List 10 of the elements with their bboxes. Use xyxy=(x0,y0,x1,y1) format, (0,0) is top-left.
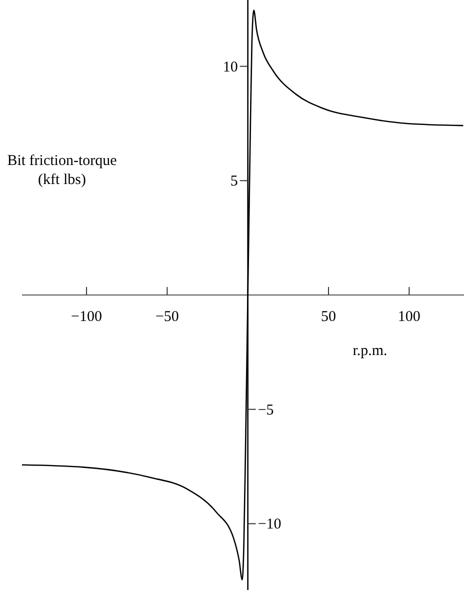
y-tick-label: 10 xyxy=(222,59,238,76)
x-tick-label: −50 xyxy=(155,309,179,325)
x-tick-label: 50 xyxy=(320,309,336,325)
y-tick-label: 5 xyxy=(230,174,238,190)
x-tick-label: 100 xyxy=(398,309,420,325)
x-tick-label: −100 xyxy=(71,309,102,325)
y2-tick-label: −10 xyxy=(258,516,282,533)
x-axis-title: r.p.m. xyxy=(352,343,388,359)
y-axis-title: Bit friction-torque (kft lbs) xyxy=(7,153,118,188)
y2-tick-label: −5 xyxy=(258,402,274,418)
